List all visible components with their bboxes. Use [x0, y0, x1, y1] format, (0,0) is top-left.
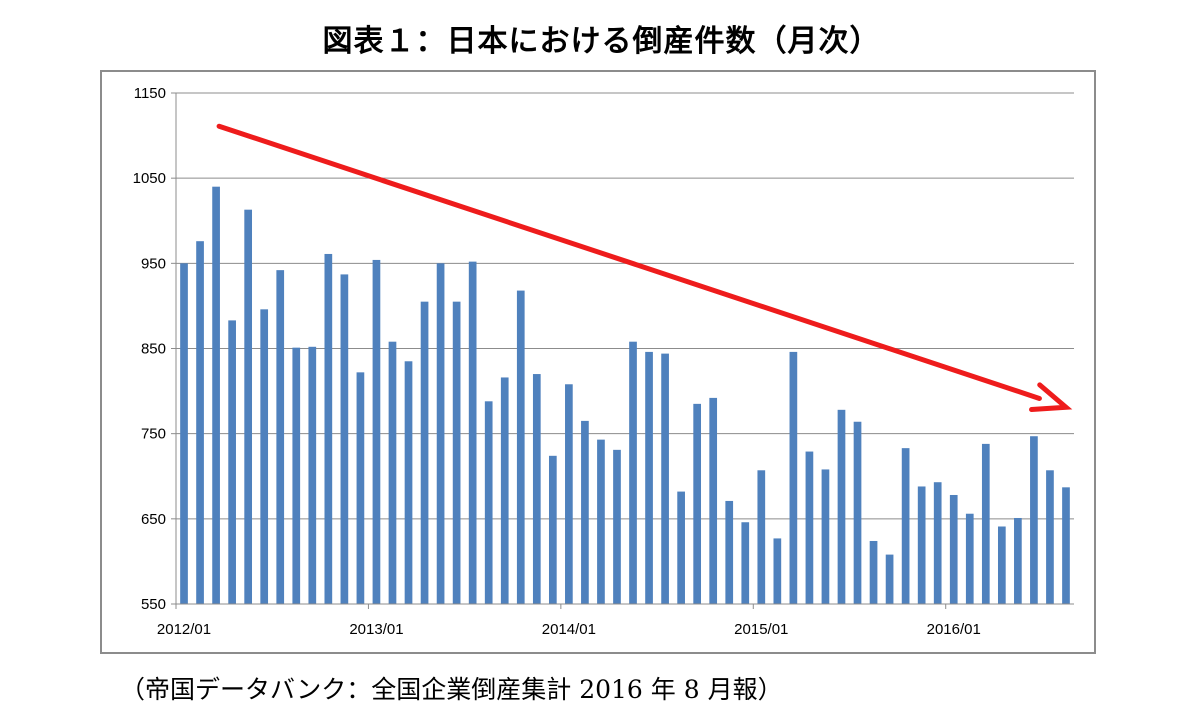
bar — [981, 443, 990, 604]
bar — [516, 290, 525, 604]
bar — [693, 403, 702, 604]
bar — [340, 274, 349, 604]
bar — [885, 554, 894, 604]
bar — [404, 361, 413, 604]
bar — [372, 259, 381, 604]
bar — [565, 384, 573, 604]
source-note: （帝国データバンク：全国企業倒産集計 2016 年 8 月報） — [120, 675, 783, 704]
trend-arrow-head — [1029, 382, 1073, 413]
bar — [308, 346, 317, 604]
bar — [388, 341, 397, 604]
bar — [292, 347, 301, 604]
y-tick-label: 550 — [141, 596, 166, 613]
bar — [917, 486, 926, 604]
bar — [1046, 470, 1054, 604]
bar — [244, 209, 253, 604]
x-tick-label: 2012/01 — [157, 621, 211, 638]
bar — [1062, 487, 1070, 604]
bar — [1030, 436, 1038, 604]
bar — [965, 513, 974, 604]
bar — [468, 261, 477, 604]
bar — [869, 540, 878, 604]
bar — [356, 372, 365, 604]
x-tick-label: 2014/01 — [542, 621, 596, 638]
y-tick-label: 1150 — [134, 85, 166, 102]
bar — [500, 377, 509, 604]
bar — [741, 522, 750, 604]
x-tick-label: 2015/01 — [734, 621, 788, 638]
y-tick-label: 950 — [141, 255, 166, 272]
bar — [661, 353, 669, 604]
bar — [773, 538, 782, 604]
bars — [180, 186, 1070, 604]
bar — [484, 401, 493, 604]
y-tick-label: 850 — [141, 341, 166, 358]
bankruptcy-bar-chart: 550 650 750 850 950 1050 1150 2012/01 2013/01 201… — [133, 85, 1074, 638]
bar — [212, 186, 220, 604]
bar — [276, 270, 285, 604]
y-tick-label: 750 — [141, 426, 166, 443]
bar — [228, 320, 236, 604]
trend-arrow-line — [216, 123, 1042, 401]
bar — [853, 421, 862, 604]
bar — [1014, 517, 1022, 604]
y-tick-label: 1050 — [133, 170, 166, 187]
bar — [949, 494, 958, 604]
x-tick-label: 2016/01 — [927, 621, 981, 638]
bar — [613, 449, 621, 604]
bar — [581, 420, 589, 604]
bar — [597, 439, 605, 604]
bar — [436, 263, 445, 604]
tick-labels: 550 650 750 850 950 1050 1150 2012/01 2013/01 201… — [133, 85, 981, 638]
bar — [821, 469, 830, 604]
trend-arrow — [216, 123, 1073, 413]
bar — [180, 263, 188, 604]
y-tick-label: 650 — [141, 511, 166, 528]
chart-title: 図表１：日本における倒産件数（月次） — [322, 24, 881, 59]
bar — [933, 482, 942, 604]
bar — [196, 241, 204, 604]
axes — [171, 92, 1074, 609]
x-tick-label: 2013/01 — [349, 621, 403, 638]
bar — [997, 526, 1006, 604]
bar — [548, 455, 557, 604]
bar — [452, 301, 461, 604]
bar — [629, 341, 637, 604]
bar — [709, 397, 718, 604]
bar — [805, 451, 814, 604]
bar — [645, 351, 653, 604]
bar — [260, 309, 269, 604]
bar — [725, 500, 734, 604]
bar — [324, 253, 333, 604]
bar — [420, 301, 429, 604]
bar — [837, 409, 846, 604]
bar — [532, 374, 541, 604]
bar — [757, 470, 766, 604]
bar — [677, 491, 685, 604]
bar — [789, 351, 798, 604]
bar — [901, 448, 910, 604]
